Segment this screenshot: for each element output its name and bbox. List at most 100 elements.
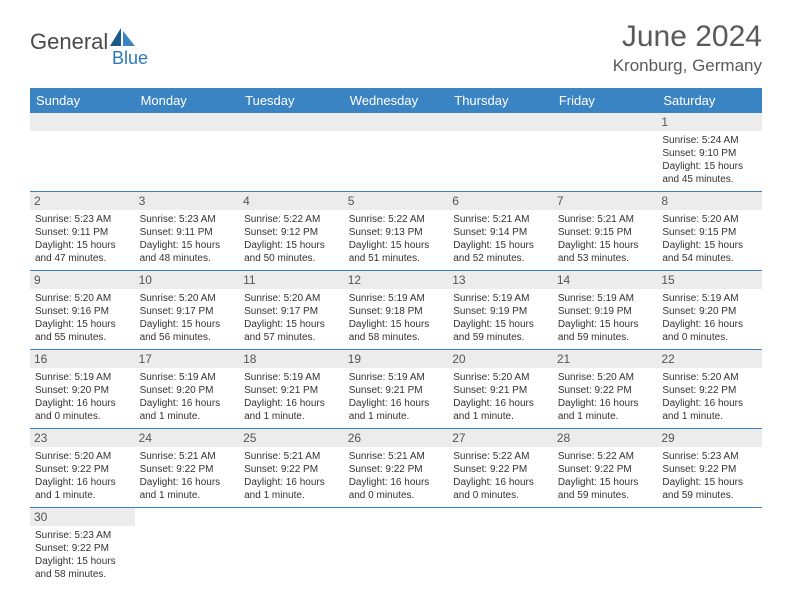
sunset-text: Sunset: 9:12 PM: [244, 226, 339, 239]
sunrise-text: Sunrise: 5:23 AM: [140, 213, 235, 226]
calendar-day-cell: 15Sunrise: 5:19 AMSunset: 9:20 PMDayligh…: [657, 271, 762, 350]
sunrise-text: Sunrise: 5:20 AM: [558, 371, 653, 384]
calendar-day-cell: 30Sunrise: 5:23 AMSunset: 9:22 PMDayligh…: [30, 508, 135, 587]
calendar-day-cell: [448, 113, 553, 192]
calendar-day-cell: [239, 113, 344, 192]
sunrise-text: Sunrise: 5:19 AM: [453, 292, 548, 305]
calendar-week-row: 23Sunrise: 5:20 AMSunset: 9:22 PMDayligh…: [30, 429, 762, 508]
calendar-day-cell: 25Sunrise: 5:21 AMSunset: 9:22 PMDayligh…: [239, 429, 344, 508]
sunset-text: Sunset: 9:18 PM: [349, 305, 444, 318]
sunset-text: Sunset: 9:11 PM: [140, 226, 235, 239]
sunrise-text: Sunrise: 5:20 AM: [662, 213, 757, 226]
sunrise-text: Sunrise: 5:22 AM: [558, 450, 653, 463]
calendar-day-cell: [448, 508, 553, 587]
day-number-empty: [30, 113, 135, 131]
day-details: Sunrise: 5:21 AMSunset: 9:15 PMDaylight:…: [558, 213, 653, 265]
day-number: 28: [553, 429, 658, 447]
weekday-header: Saturday: [657, 88, 762, 113]
day-number: 27: [448, 429, 553, 447]
sunset-text: Sunset: 9:20 PM: [140, 384, 235, 397]
sunset-text: Sunset: 9:22 PM: [35, 463, 130, 476]
sunset-text: Sunset: 9:14 PM: [453, 226, 548, 239]
calendar-day-cell: 18 Sunrise: 5:19 AMSunset: 9:21 PMDayligh…: [239, 350, 344, 429]
day-number: 5: [344, 192, 449, 210]
day-number: 4: [239, 192, 344, 210]
calendar-day-cell: 27Sunrise: 5:22 AMSunset: 9:22 PMDayligh…: [448, 429, 553, 508]
sunrise-text: Sunrise: 5:19 AM: [244, 371, 339, 384]
calendar-day-cell: 24Sunrise: 5:21 AMSunset: 9:22 PMDayligh…: [135, 429, 240, 508]
day-number: 29: [657, 429, 762, 447]
day-number: 19: [344, 350, 449, 368]
location: Kronburg, Germany: [613, 56, 762, 76]
sunrise-text: Sunrise: 5:20 AM: [35, 292, 130, 305]
day-number: 18: [239, 350, 344, 368]
sunrise-text: Sunrise: 5:24 AM: [662, 134, 757, 147]
sunrise-text: Sunrise: 5:19 AM: [35, 371, 130, 384]
sunrise-text: Sunrise: 5:19 AM: [558, 292, 653, 305]
sunrise-text: Sunrise: 5:21 AM: [140, 450, 235, 463]
day-number: 7: [553, 192, 658, 210]
calendar-day-cell: 11 Sunrise: 5:20 AMSunset: 9:17 PMDayligh…: [239, 271, 344, 350]
day-details: Sunrise: 5:20 AMSunset: 9:17 PMDaylight:…: [244, 292, 339, 344]
daylight-text: Daylight: 16 hours and 1 minute.: [349, 397, 444, 423]
day-details: Sunrise: 5:21 AMSunset: 9:22 PMDaylight:…: [349, 450, 444, 502]
calendar-day-cell: [657, 508, 762, 587]
sunset-text: Sunset: 9:13 PM: [349, 226, 444, 239]
day-number: 1: [657, 113, 762, 131]
calendar-day-cell: [135, 113, 240, 192]
calendar-week-row: 2Sunrise: 5:23 AMSunset: 9:11 PMDaylight…: [30, 192, 762, 271]
daylight-text: Daylight: 15 hours and 59 minutes.: [558, 318, 653, 344]
day-number: 13: [448, 271, 553, 289]
day-details: Sunrise: 5:20 AMSunset: 9:15 PMDaylight:…: [662, 213, 757, 265]
day-number: 21: [553, 350, 658, 368]
day-number-empty: [448, 113, 553, 131]
calendar-day-cell: [344, 508, 449, 587]
weekday-header: Thursday: [448, 88, 553, 113]
daylight-text: Daylight: 15 hours and 47 minutes.: [35, 239, 130, 265]
day-details: Sunrise: 5:19 AMSunset: 9:20 PMDaylight:…: [35, 371, 130, 423]
title-block: June 2024 Kronburg, Germany: [613, 20, 762, 76]
sunset-text: Sunset: 9:21 PM: [244, 384, 339, 397]
sunrise-text: Sunrise: 5:20 AM: [35, 450, 130, 463]
sunrise-text: Sunrise: 5:19 AM: [662, 292, 757, 305]
daylight-text: Daylight: 15 hours and 48 minutes.: [140, 239, 235, 265]
daylight-text: Daylight: 15 hours and 58 minutes.: [35, 555, 130, 581]
day-number-empty: [135, 113, 240, 131]
day-details: Sunrise: 5:19 AMSunset: 9:21 PMDaylight:…: [349, 371, 444, 423]
logo: General Blue: [30, 28, 136, 55]
daylight-text: Daylight: 16 hours and 1 minute.: [662, 397, 757, 423]
daylight-text: Daylight: 15 hours and 56 minutes.: [140, 318, 235, 344]
sunset-text: Sunset: 9:20 PM: [35, 384, 130, 397]
day-details: Sunrise: 5:19 AMSunset: 9:21 PMDaylight:…: [244, 371, 339, 423]
sunset-text: Sunset: 9:19 PM: [453, 305, 548, 318]
calendar-day-cell: [344, 113, 449, 192]
sunset-text: Sunset: 9:22 PM: [35, 542, 130, 555]
calendar-day-cell: 9Sunrise: 5:20 AMSunset: 9:16 PMDaylight…: [30, 271, 135, 350]
sunset-text: Sunset: 9:22 PM: [453, 463, 548, 476]
sunrise-text: Sunrise: 5:20 AM: [244, 292, 339, 305]
day-number: 24: [135, 429, 240, 447]
day-number-empty: [239, 113, 344, 131]
day-number: 10: [135, 271, 240, 289]
daylight-text: Daylight: 16 hours and 1 minute.: [140, 397, 235, 423]
day-number: 23: [30, 429, 135, 447]
day-details: Sunrise: 5:21 AMSunset: 9:22 PMDaylight:…: [244, 450, 339, 502]
calendar-week-row: 9Sunrise: 5:20 AMSunset: 9:16 PMDaylight…: [30, 271, 762, 350]
daylight-text: Daylight: 15 hours and 55 minutes.: [35, 318, 130, 344]
calendar-week-row: 30Sunrise: 5:23 AMSunset: 9:22 PMDayligh…: [30, 508, 762, 587]
day-number: 15: [657, 271, 762, 289]
day-number: 2: [30, 192, 135, 210]
day-details: Sunrise: 5:23 AMSunset: 9:22 PMDaylight:…: [662, 450, 757, 502]
day-number: 11: [239, 271, 344, 289]
logo-text-general: General: [30, 29, 108, 55]
daylight-text: Daylight: 16 hours and 1 minute.: [35, 476, 130, 502]
weekday-header: Tuesday: [239, 88, 344, 113]
daylight-text: Daylight: 15 hours and 54 minutes.: [662, 239, 757, 265]
day-details: Sunrise: 5:20 AMSunset: 9:22 PMDaylight:…: [35, 450, 130, 502]
calendar-table: Sunday Monday Tuesday Wednesday Thursday…: [30, 88, 762, 586]
sunset-text: Sunset: 9:22 PM: [244, 463, 339, 476]
calendar-day-cell: 14Sunrise: 5:19 AMSunset: 9:19 PMDayligh…: [553, 271, 658, 350]
calendar-day-cell: 28Sunrise: 5:22 AMSunset: 9:22 PMDayligh…: [553, 429, 658, 508]
sunset-text: Sunset: 9:21 PM: [349, 384, 444, 397]
calendar-day-cell: 19 Sunrise: 5:19 AMSunset: 9:21 PMDayligh…: [344, 350, 449, 429]
